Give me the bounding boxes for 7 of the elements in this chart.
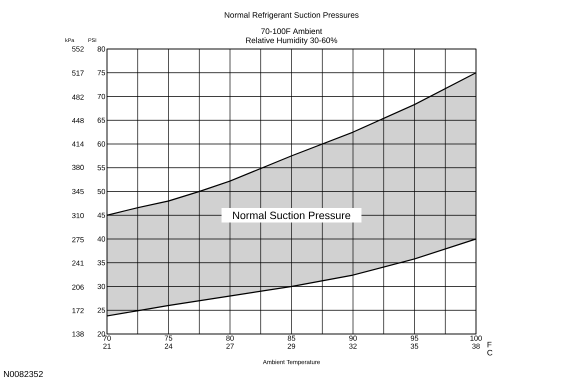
annotation: Normal Suction Pressure [233,211,350,220]
chart-title: Normal Refrigerant Suction Pressures [224,12,359,20]
x2-axis-title: C [487,350,492,356]
chart-subtitle: 70-100F Ambient [261,28,322,34]
text: Relative Humidity 30-60% [246,37,338,45]
text: F [488,342,492,348]
text: N0082352 [4,370,43,378]
